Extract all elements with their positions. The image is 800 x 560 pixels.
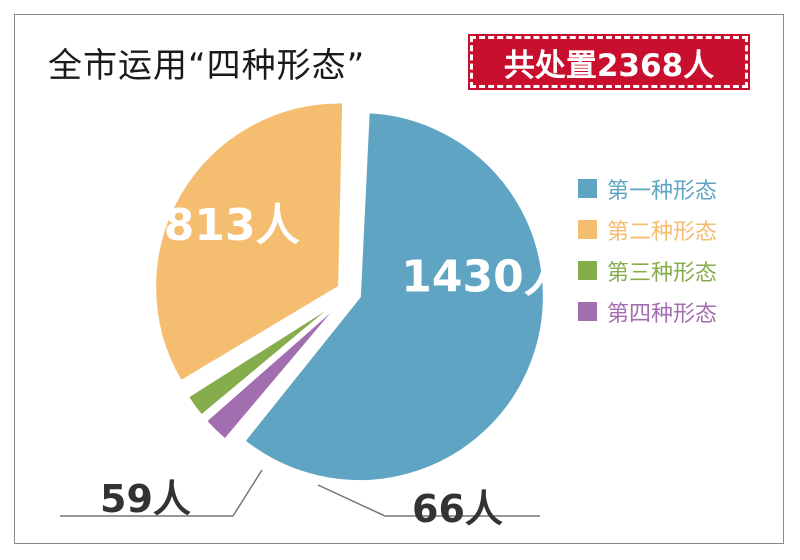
- legend-swatch: [578, 302, 597, 321]
- legend-label: 第四种形态: [607, 301, 718, 327]
- legend-swatch: [578, 261, 597, 280]
- legend-item-form-2: 第二种形态: [578, 209, 717, 250]
- leader-line-4: [317, 484, 540, 517]
- data-label-1: 1430人: [401, 251, 567, 302]
- chart-title: 全市运用“四种形态”: [48, 46, 366, 86]
- total-badge: 共处置2368人: [468, 34, 750, 90]
- legend-item-form-1: 第一种形态: [578, 168, 717, 209]
- data-label-3: 59人: [100, 477, 191, 521]
- pie-slices: [153, 100, 546, 484]
- legend-item-form-3: 第三种形态: [578, 250, 717, 291]
- slice-labels: 1430人 66人 59人 813人: [100, 200, 568, 531]
- legend-swatch: [578, 220, 597, 239]
- legend-label: 第三种形态: [607, 260, 718, 286]
- legend-label: 第一种形态: [607, 178, 718, 204]
- pie-slice-1: [241, 110, 546, 484]
- pie-slice-2: [153, 100, 346, 384]
- legend-swatch: [578, 179, 597, 198]
- legend-item-form-4: 第四种形态: [578, 291, 717, 332]
- pie-slice-4: [203, 297, 346, 443]
- chart-frame: [14, 14, 784, 544]
- legend-label: 第二种形态: [607, 219, 718, 245]
- data-label-2: 813人: [164, 200, 300, 251]
- legend: 第一种形态 第二种形态 第三种形态 第四种形态: [578, 168, 717, 332]
- data-label-4: 66人: [412, 487, 503, 531]
- pie-slice-3: [185, 296, 345, 419]
- leader-lines: [60, 469, 540, 517]
- leader-line-3: [60, 469, 263, 517]
